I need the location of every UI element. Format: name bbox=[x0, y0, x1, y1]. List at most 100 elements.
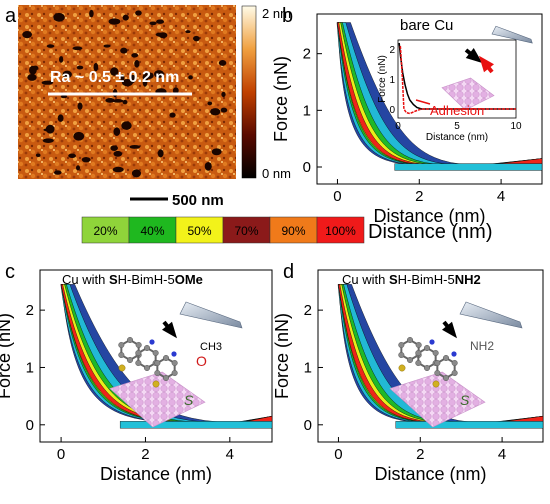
approach-arrow-head bbox=[465, 48, 483, 63]
contour-yellow-region bbox=[338, 284, 543, 428]
ch3-label: CH3 bbox=[200, 341, 222, 353]
afm-pit bbox=[204, 162, 212, 171]
y-tick-label: 0 bbox=[303, 159, 311, 176]
afm-pit bbox=[172, 87, 179, 95]
afm-topography-image bbox=[18, 5, 236, 179]
afm-pit bbox=[28, 65, 37, 75]
x-tick-label: 4 bbox=[498, 446, 506, 463]
scale-bar-label: 500 nm bbox=[172, 192, 224, 209]
x-tick-label: 0 bbox=[57, 446, 65, 463]
inset-x-tick-label: 0 bbox=[395, 121, 401, 132]
x-tick-label: 4 bbox=[497, 188, 505, 205]
y-tick-label: 1 bbox=[26, 359, 34, 376]
y-tick-label: 1 bbox=[304, 359, 312, 376]
afm-pit bbox=[131, 169, 142, 178]
afm-pit bbox=[110, 145, 118, 151]
density-swatch-label: 100% bbox=[325, 224, 356, 238]
afm-pit bbox=[75, 165, 81, 171]
afm-pit bbox=[62, 70, 72, 79]
inset-y-tick-label: 0 bbox=[389, 105, 395, 116]
density-colorscale: 20% 40% 50% 70% 90% 100% Distance (nm) bbox=[81, 216, 492, 244]
afm-pit bbox=[105, 98, 115, 103]
afm-pit bbox=[35, 153, 41, 157]
inset-frame bbox=[397, 39, 517, 119]
afm-pit bbox=[22, 31, 32, 39]
inset-x-axis-label: Distance (nm) bbox=[426, 132, 488, 143]
afm-pit bbox=[112, 99, 124, 103]
oxygen-label: O bbox=[196, 353, 207, 369]
afm-tip-icon bbox=[491, 25, 533, 44]
afm-pit bbox=[55, 13, 60, 17]
afm-pit bbox=[210, 108, 221, 116]
contour-core-region bbox=[337, 22, 542, 171]
density-axis-label: Distance (nm) bbox=[368, 221, 492, 243]
approach-arrow-head bbox=[162, 321, 177, 339]
afm-pit bbox=[27, 73, 37, 81]
afm-colorbar bbox=[241, 5, 257, 179]
afm-pit bbox=[89, 9, 94, 18]
afm-pit bbox=[153, 70, 164, 78]
afm-pits bbox=[22, 9, 228, 178]
afm-pit bbox=[113, 150, 123, 157]
afm-pit bbox=[149, 21, 157, 26]
afm-pit bbox=[120, 47, 128, 54]
retract-arrow-head bbox=[479, 55, 494, 73]
afm-tip-icon bbox=[179, 301, 243, 329]
afm-pit bbox=[68, 153, 76, 158]
x-axis-label: Distance (nm) bbox=[374, 464, 486, 484]
sulfur-label: S bbox=[460, 392, 470, 408]
afm-pit bbox=[46, 44, 55, 48]
colorbar-max-label: 2 nm bbox=[262, 6, 291, 21]
y-tick-label: 2 bbox=[304, 302, 312, 319]
density-swatch bbox=[316, 216, 365, 244]
y-axis-label: Force (nN) bbox=[0, 313, 14, 399]
afm-pit bbox=[211, 148, 222, 156]
y-tick-label: 0 bbox=[304, 417, 312, 434]
afm-pit bbox=[103, 44, 111, 48]
cu-surface-icon bbox=[109, 371, 206, 428]
density-swatch bbox=[222, 216, 271, 244]
afm-pit bbox=[76, 65, 84, 70]
afm-pit bbox=[120, 74, 125, 82]
contour-yellow-region bbox=[337, 22, 542, 171]
afm-pit bbox=[157, 149, 164, 158]
contour-inner-region bbox=[338, 284, 543, 428]
afm-pit bbox=[221, 91, 226, 98]
afm-pit bbox=[192, 35, 200, 42]
density-swatch bbox=[81, 216, 130, 244]
afm-pit bbox=[122, 99, 128, 105]
panel-b-letter: b bbox=[282, 5, 293, 27]
x-tick-label: 0 bbox=[333, 188, 341, 205]
afm-pit bbox=[185, 30, 191, 34]
density-swatch-label: 70% bbox=[234, 224, 258, 238]
x-axis-label: Distance (nm) bbox=[373, 206, 485, 226]
afm-pit bbox=[156, 19, 165, 24]
y-tick-label: 2 bbox=[26, 302, 34, 319]
density-swatch-label: 50% bbox=[187, 224, 211, 238]
y-tick-label: 2 bbox=[303, 46, 311, 63]
afm-tip-icon bbox=[459, 301, 523, 329]
afm-pit bbox=[129, 144, 141, 149]
baseline-contour-band bbox=[395, 421, 543, 429]
afm-pit bbox=[72, 46, 83, 51]
afm-pit bbox=[41, 80, 54, 85]
colorbar-min-label: 0 nm bbox=[262, 166, 291, 181]
afm-pit bbox=[113, 127, 121, 136]
y-tick-label: 0 bbox=[26, 417, 34, 434]
cu-surface-icon bbox=[441, 77, 495, 111]
inset-x-tick-label: 5 bbox=[454, 121, 460, 132]
afm-pit bbox=[121, 79, 133, 87]
afm-pit bbox=[81, 156, 91, 163]
afm-pit bbox=[122, 14, 129, 21]
afm-pit bbox=[188, 75, 193, 80]
inset-y-tick-label: 2 bbox=[389, 45, 395, 56]
baseline-contour-band bbox=[119, 421, 272, 429]
afm-pit bbox=[53, 170, 62, 175]
afm-pit bbox=[218, 59, 227, 66]
panel-title: Cu with SH-BimH-5OMe bbox=[62, 272, 203, 287]
inset-retract-curve bbox=[399, 45, 516, 115]
cu-surface-icon bbox=[389, 371, 486, 428]
